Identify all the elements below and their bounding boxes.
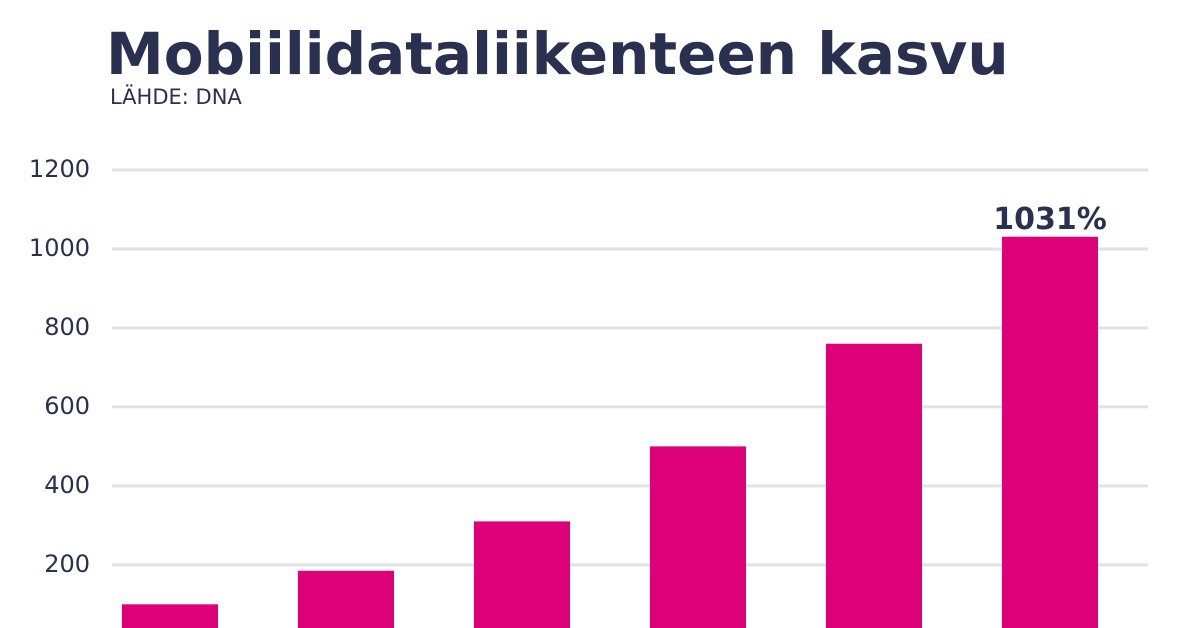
y-tick-label: 600: [44, 392, 90, 420]
value-label: 1031%: [993, 202, 1107, 237]
y-tick-label: 200: [44, 550, 90, 578]
y-tick-label: 1200: [29, 155, 90, 183]
bar: [474, 521, 570, 628]
y-tick-label: 800: [44, 313, 90, 341]
bar: [650, 446, 746, 628]
bar: [826, 343, 922, 628]
bar: [298, 570, 394, 628]
bar: [1002, 236, 1098, 628]
chart-subtitle: LÄHDE: DNA: [110, 84, 242, 109]
bar: [122, 604, 218, 628]
y-tick-label: 1000: [29, 234, 90, 262]
y-tick-label: 400: [44, 471, 90, 499]
chart-title: Mobiilidataliikenteen kasvu: [106, 20, 1009, 88]
